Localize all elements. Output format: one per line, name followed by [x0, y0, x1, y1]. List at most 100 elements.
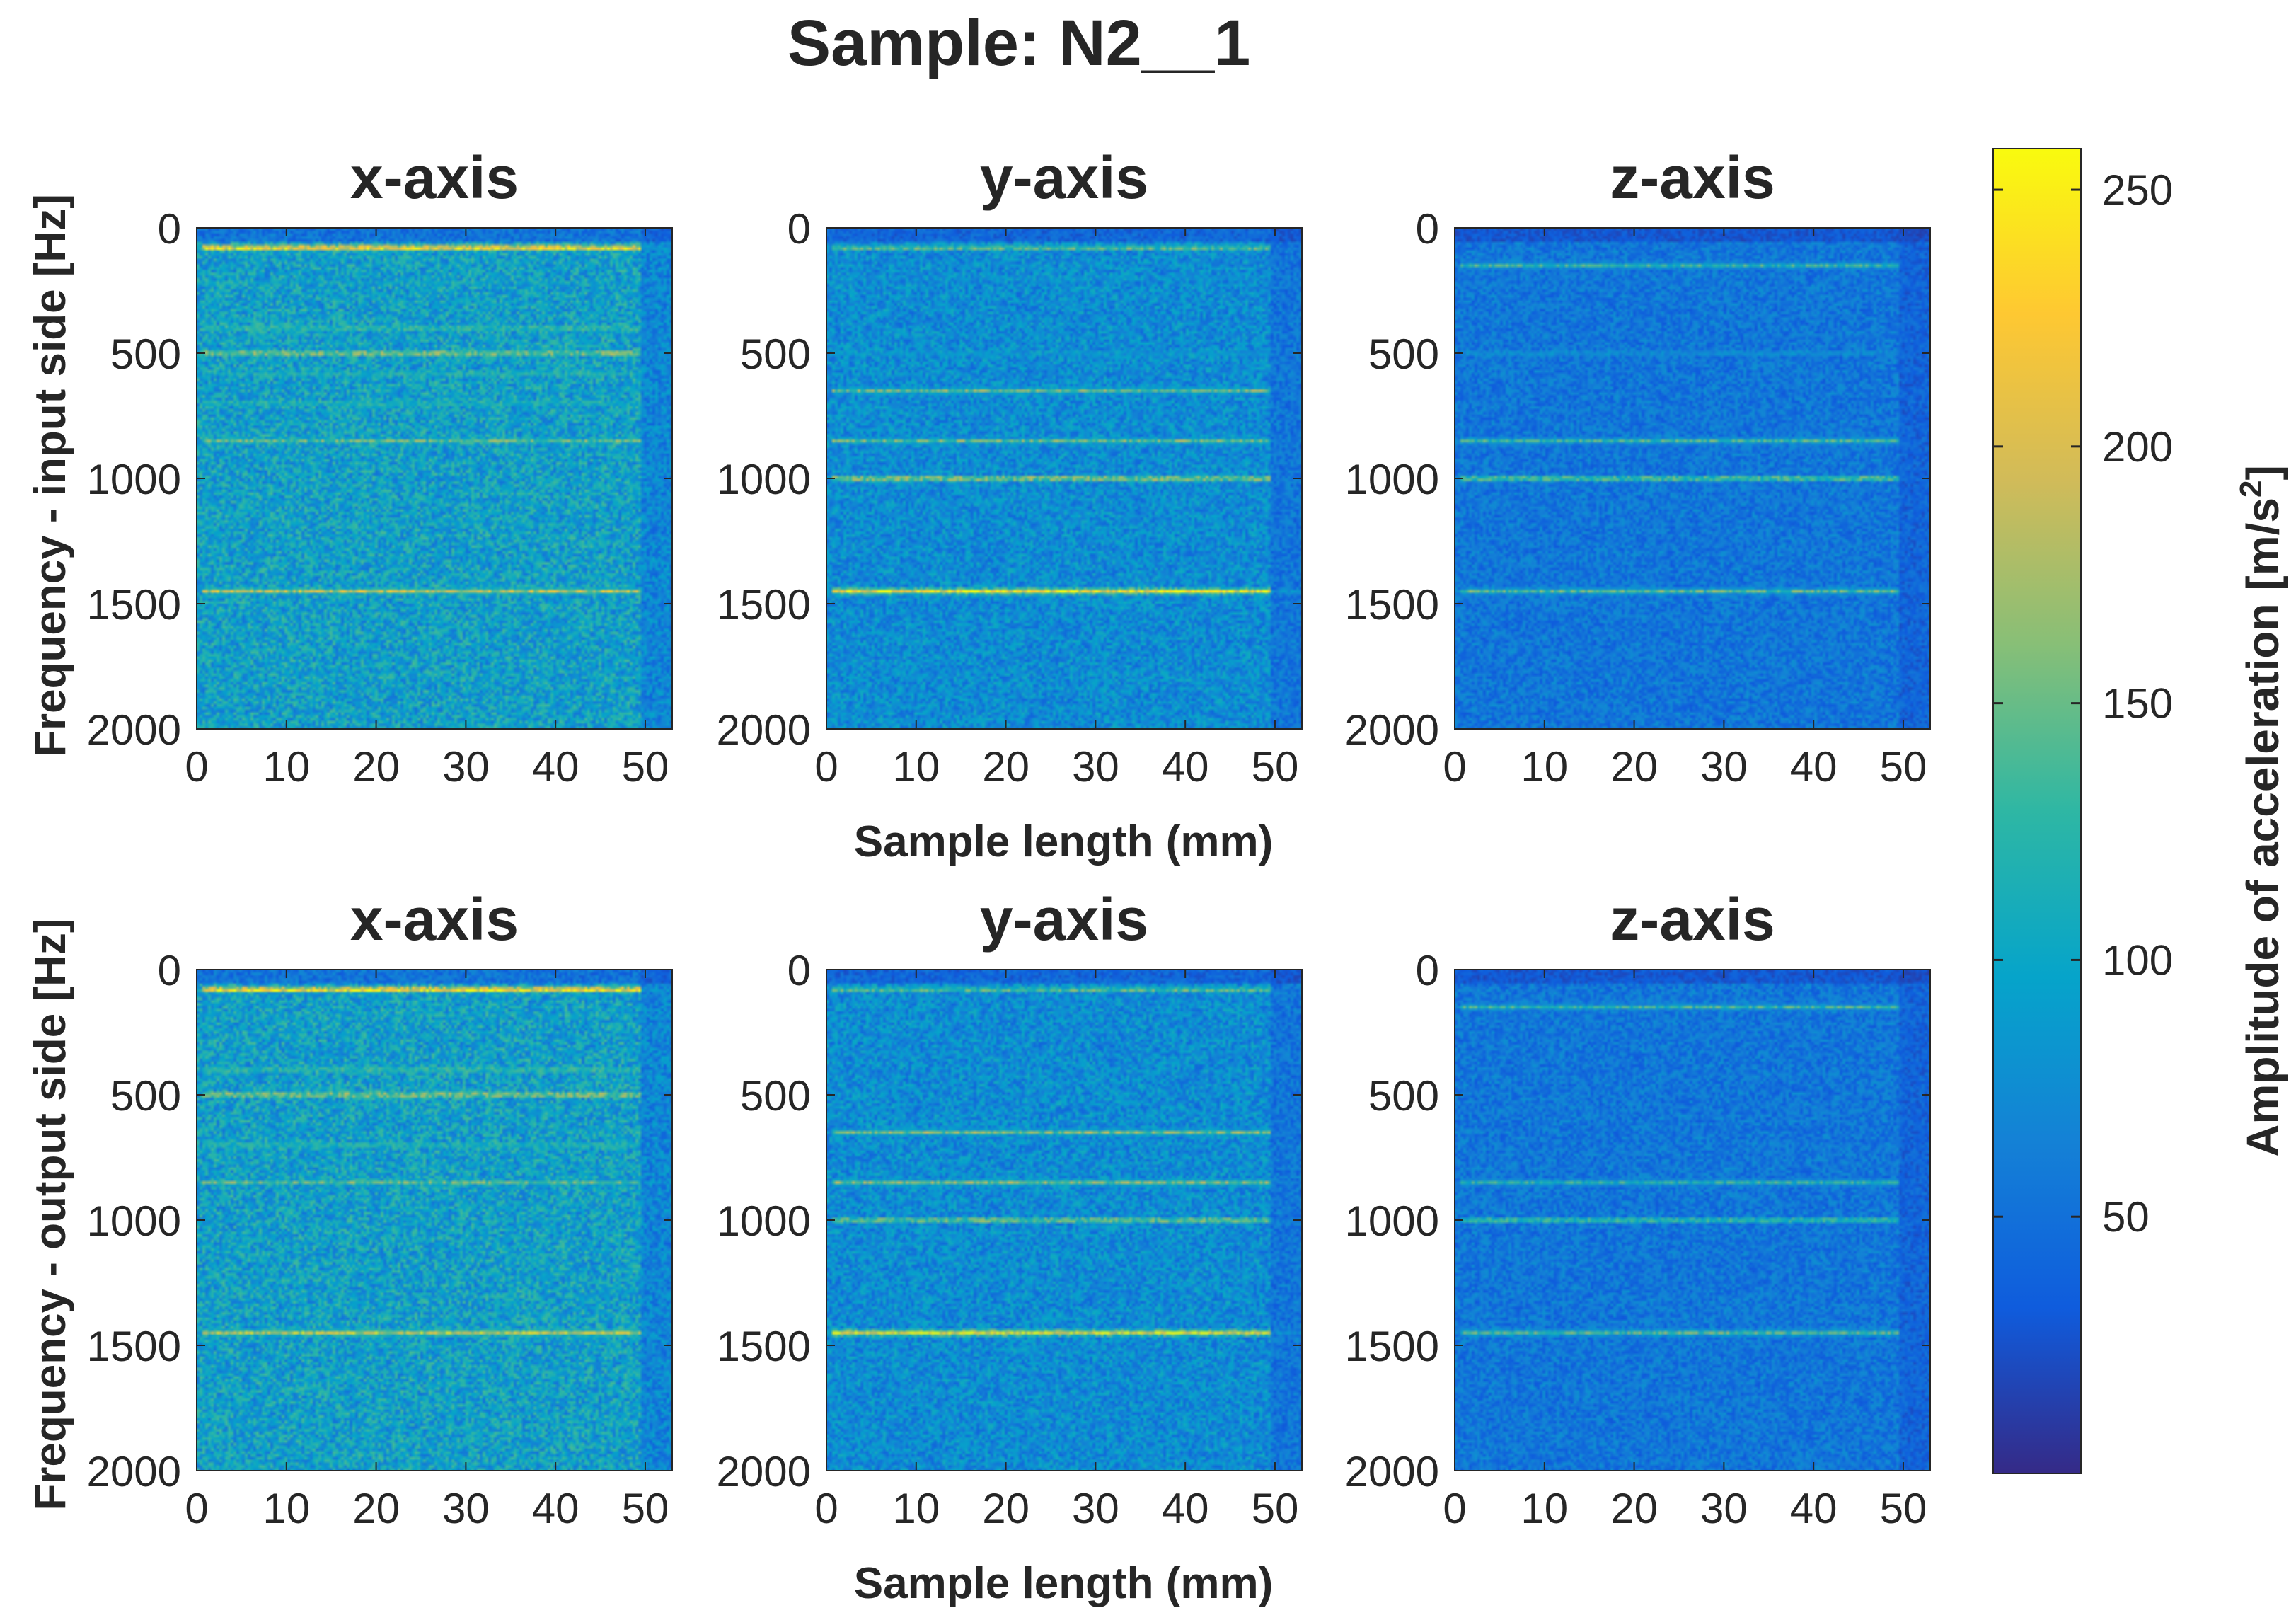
x-tick-label: 30: [1072, 1485, 1119, 1532]
x-tick-label: 20: [1610, 1485, 1658, 1532]
x-tick-label: 20: [1610, 743, 1658, 791]
x-tick-label: 30: [442, 743, 490, 791]
colorbar-label-superscript: 2: [2234, 481, 2268, 498]
y-tick-label: 500: [1368, 331, 1439, 378]
y-tick-label: 0: [788, 205, 811, 253]
y-tick-label: 1500: [1345, 581, 1439, 628]
heatmap-image: [197, 228, 672, 729]
colorbar-gradient: [1992, 148, 2082, 1474]
y-tick-label: 1500: [1345, 1323, 1439, 1370]
x-tick-label: 30: [1700, 743, 1748, 791]
y-tick-label: 1000: [717, 456, 811, 503]
heatmap-image: [1455, 970, 1930, 1471]
x-tick-label: 20: [982, 743, 1029, 791]
x-tick-label: 40: [1790, 743, 1838, 791]
x-tick-label: 30: [442, 1485, 490, 1532]
colorbar-label: Amplitude of acceleration [m/s2]: [2234, 465, 2289, 1157]
x-tick-label: 50: [1252, 743, 1299, 791]
y-tick-label: 1500: [717, 1323, 811, 1370]
x-tick-label: 10: [1521, 1485, 1568, 1532]
y-tick-label: 500: [110, 1072, 181, 1120]
y-tick-label: 500: [740, 331, 811, 378]
colorbar-tick-label: 250: [2102, 166, 2173, 214]
x-tick-label: 40: [1162, 743, 1209, 791]
y-tick-label: 0: [1416, 947, 1439, 994]
y-tick-label: 0: [1416, 205, 1439, 253]
x-tick-label: 40: [532, 1485, 579, 1532]
colorbar-tick-label: 200: [2102, 423, 2173, 471]
x-tick-label: 40: [1790, 1485, 1838, 1532]
colorbar-label-main: Amplitude of acceleration [m/s: [2237, 498, 2288, 1157]
y-tick-label: 1500: [87, 1323, 181, 1370]
x-tick-label: 50: [622, 1485, 669, 1532]
x-axis-label-top-row: Sample length (mm): [854, 817, 1274, 866]
x-tick-label: 50: [1880, 743, 1927, 791]
panel-title: z-axis: [1610, 886, 1775, 953]
y-axis-label-input-side: Frequency - input side [Hz]: [26, 194, 75, 757]
panel-title: y-axis: [980, 144, 1148, 211]
x-tick-label: 20: [352, 743, 400, 791]
x-tick-label: 20: [352, 1485, 400, 1532]
x-tick-label: 50: [1880, 1485, 1927, 1532]
y-tick-label: 2000: [87, 1448, 181, 1495]
x-tick-label: 30: [1072, 743, 1119, 791]
colorbar-ticks: 50 100 150 200 250: [1993, 166, 2173, 1241]
y-tick-label: 500: [1368, 1072, 1439, 1120]
x-tick-label: 0: [1443, 743, 1466, 791]
x-axis-label-bottom-row: Sample length (mm): [854, 1559, 1274, 1608]
x-tick-label: 10: [263, 743, 310, 791]
colorbar-tick-label: 50: [2102, 1193, 2150, 1241]
x-tick-label: 0: [814, 743, 838, 791]
heatmap-image: [197, 970, 672, 1471]
x-tick-label: 50: [622, 743, 669, 791]
y-tick-label: 0: [158, 205, 181, 253]
x-tick-label: 20: [982, 1485, 1029, 1532]
x-tick-label: 0: [185, 743, 208, 791]
panel-title: z-axis: [1610, 144, 1775, 211]
colorbar-tick-label: 100: [2102, 936, 2173, 984]
y-tick-label: 1500: [87, 581, 181, 628]
y-tick-label: 500: [110, 331, 181, 378]
y-tick-label: 500: [740, 1072, 811, 1120]
heatmap-image: [826, 228, 1302, 729]
y-tick-label: 0: [788, 947, 811, 994]
x-tick-label: 40: [532, 743, 579, 791]
y-axis-label-output-side: Frequency - output side [Hz]: [26, 919, 75, 1511]
heatmap-image: [1455, 228, 1930, 729]
y-tick-label: 2000: [717, 1448, 811, 1495]
y-tick-label: 2000: [1345, 1448, 1439, 1495]
x-tick-label: 0: [814, 1485, 838, 1532]
x-tick-label: 10: [892, 743, 940, 791]
y-tick-label: 1000: [87, 456, 181, 503]
x-tick-label: 10: [1521, 743, 1568, 791]
x-tick-label: 0: [1443, 1485, 1466, 1532]
colorbar: 50 100 150 200 250 Amplitude of acceleration…: [1992, 148, 2289, 1474]
y-tick-label: 1500: [717, 581, 811, 628]
y-tick-label: 2000: [1345, 706, 1439, 754]
x-tick-label: 30: [1700, 1485, 1748, 1532]
y-tick-label: 1000: [1345, 456, 1439, 503]
y-tick-label: 0: [158, 947, 181, 994]
x-tick-label: 10: [892, 1485, 940, 1532]
y-tick-label: 2000: [717, 706, 811, 754]
y-tick-label: 1000: [87, 1197, 181, 1245]
figure-title: Sample: N2__1: [788, 7, 1251, 79]
y-tick-label: 2000: [87, 706, 181, 754]
heatmap-image: [826, 970, 1302, 1471]
x-tick-label: 50: [1252, 1485, 1299, 1532]
y-tick-label: 1000: [1345, 1197, 1439, 1245]
panel-title: x-axis: [350, 144, 519, 211]
x-tick-label: 0: [185, 1485, 208, 1532]
y-tick-label: 1000: [717, 1197, 811, 1245]
panel-title: y-axis: [980, 886, 1148, 953]
colorbar-label-end: ]: [2237, 465, 2288, 480]
x-tick-label: 40: [1162, 1485, 1209, 1532]
